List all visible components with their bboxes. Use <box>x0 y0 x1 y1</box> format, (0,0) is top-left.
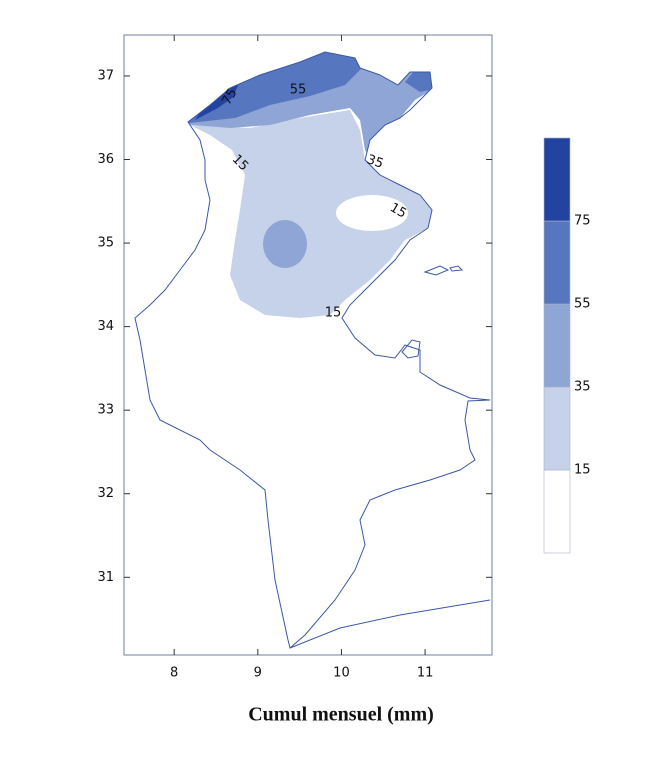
x-tick-label: 11 <box>417 666 434 681</box>
colorbar-band <box>543 469 571 554</box>
y-tick-label: 31 <box>97 570 114 585</box>
colorbar-band <box>543 386 571 471</box>
contour-label: 15 <box>387 200 409 221</box>
colorbar-label: 15 <box>574 463 591 478</box>
y-tick-label: 33 <box>97 403 114 418</box>
x-tick-label: 9 <box>254 666 262 681</box>
colorbar-band <box>543 220 571 305</box>
map-title: Cumul mensuel (mm) <box>248 704 434 726</box>
contour-label: 75 <box>219 86 240 108</box>
y-tick-label: 35 <box>97 236 114 251</box>
coastline <box>289 265 491 649</box>
contour-region <box>195 82 240 120</box>
y-tick-label: 34 <box>97 319 114 334</box>
contour-region <box>336 195 408 231</box>
y-tick-label: 37 <box>97 68 114 83</box>
colorbar-label: 75 <box>574 214 591 229</box>
contour-label: 35 <box>365 152 386 172</box>
colorbar-band <box>543 137 571 222</box>
contour-label: 55 <box>290 83 307 98</box>
contour-region <box>263 220 307 268</box>
colorbar-label: 55 <box>574 297 591 312</box>
colorbar-label: 35 <box>574 380 591 395</box>
colorbar-band <box>543 303 571 388</box>
y-tick-label: 36 <box>97 152 114 167</box>
contour-label: 15 <box>325 306 342 321</box>
y-tick-label: 32 <box>97 486 114 501</box>
contour-region <box>190 110 440 318</box>
x-tick-label: 8 <box>170 666 178 681</box>
x-tick-label: 10 <box>333 666 350 681</box>
